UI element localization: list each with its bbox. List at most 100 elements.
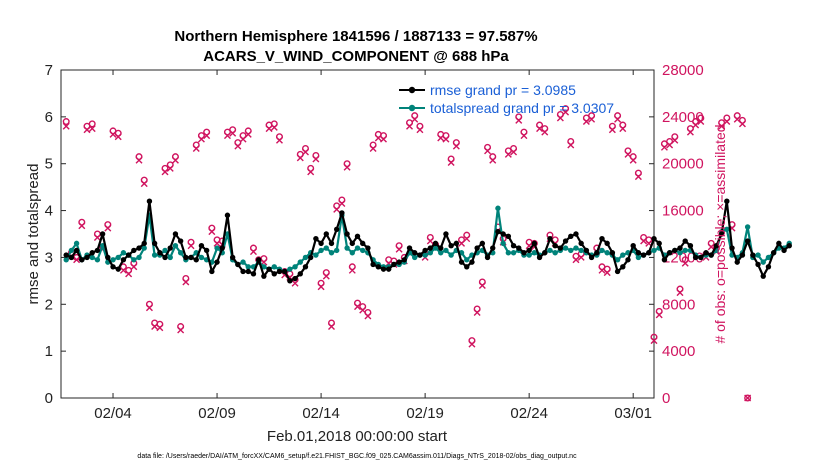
obs-assimilated-marker <box>104 224 112 232</box>
obs-assimilated-marker <box>536 125 544 133</box>
totalspread-point <box>510 250 517 256</box>
obs-assimilated-marker <box>416 126 424 134</box>
obs-assimilated-marker <box>145 304 153 312</box>
totalspread-point <box>765 254 772 261</box>
obs-assimilated-stroke <box>192 144 200 152</box>
rmse-point <box>188 254 194 261</box>
rmse-point <box>448 243 454 249</box>
totalspread-point <box>464 257 470 263</box>
legend-spread-label: totalspread grand pr = 3.0307 <box>430 100 614 116</box>
totalspread-point <box>547 247 553 254</box>
x-tick-label: 02/24 <box>510 405 548 422</box>
obs-assimilated-marker <box>187 242 195 250</box>
rmse-point <box>370 261 376 268</box>
obs-assimilated-marker <box>88 125 96 133</box>
y-left-tick-label: 7 <box>45 62 53 79</box>
rmse-point <box>354 233 361 240</box>
rmse-point <box>229 254 236 261</box>
obs-assimilated-marker <box>114 133 122 141</box>
y-right-tick-label: 16000 <box>662 203 704 220</box>
obs-assimilated-marker <box>291 279 299 287</box>
totalspread-point <box>677 250 683 256</box>
totalspread-point <box>136 254 142 261</box>
totalspread-point <box>438 250 444 256</box>
totalspread-point <box>443 247 449 254</box>
rmse-point <box>360 240 366 247</box>
rmse-point <box>235 261 241 268</box>
rmse-point <box>432 240 439 247</box>
obs-assimilated-marker <box>333 205 341 213</box>
obs-assimilated-marker <box>395 245 403 253</box>
totalspread-point <box>448 252 454 258</box>
x-tick-label: 02/04 <box>94 405 132 422</box>
obs-assimilated-marker <box>640 237 648 245</box>
obs-assimilated-marker <box>447 159 455 167</box>
y-axis-left-label: rmse and totalspread <box>25 164 42 305</box>
obs-assimilated-stroke <box>577 253 585 261</box>
rmse-point <box>386 266 392 272</box>
obs-assimilated-stroke <box>296 154 304 162</box>
obs-assimilated-stroke <box>468 340 476 348</box>
obs-possible-marker <box>62 118 70 126</box>
obs-assimilated-stroke <box>156 324 164 332</box>
obs-assimilated-marker <box>73 256 81 264</box>
rmse-point <box>464 264 470 270</box>
obs-assimilated-stroke <box>556 114 564 122</box>
rmse-point <box>271 271 277 277</box>
rmse-point <box>396 259 402 265</box>
rmse-point <box>401 257 408 263</box>
rmse-point <box>474 245 480 251</box>
obs-assimilated-stroke <box>707 243 715 251</box>
obs-assimilated-stroke <box>395 245 403 253</box>
obs-assimilated-stroke <box>223 132 231 140</box>
rmse-point <box>307 254 314 261</box>
totalspread-point <box>198 254 205 261</box>
obs-assimilated-stroke <box>603 269 611 277</box>
obs-assimilated-stroke <box>291 279 299 287</box>
rmse-point <box>479 240 486 247</box>
rmse-point <box>677 245 683 251</box>
totalspread-point <box>245 264 251 270</box>
obs-assimilated-stroke <box>234 142 242 150</box>
rmse-point <box>765 264 772 270</box>
rmse-point <box>739 252 746 258</box>
rmse-point <box>276 268 283 275</box>
obs-assimilated-marker <box>478 282 486 290</box>
rmse-point <box>120 257 127 263</box>
obs-assimilated-stroke <box>463 235 471 243</box>
obs-assimilated-marker <box>608 126 616 134</box>
obs-assimilated-marker <box>197 135 205 143</box>
obs-assimilated-marker <box>301 148 309 156</box>
obs-assimilated-marker <box>406 122 414 130</box>
obs-assimilated-stroke <box>478 282 486 290</box>
rmse-point <box>131 247 137 254</box>
obs-assimilated-stroke <box>473 308 481 316</box>
obs-assimilated-stroke <box>88 125 96 133</box>
obs-assimilated-marker <box>322 272 330 280</box>
rmse-point <box>281 268 288 275</box>
totalspread-point <box>313 252 319 258</box>
obs-assimilated-stroke <box>93 234 101 242</box>
obs-assimilated-stroke <box>744 394 752 402</box>
totalspread-point <box>505 250 512 256</box>
obs-assimilated-stroke <box>489 156 497 164</box>
obs-assimilated-marker <box>738 120 746 128</box>
obs-assimilated-stroke <box>109 130 117 138</box>
obs-assimilated-marker <box>723 118 731 126</box>
rmse-point <box>333 226 340 233</box>
obs-assimilated-marker <box>307 168 315 176</box>
obs-assimilated-marker <box>380 135 388 143</box>
rmse-point <box>656 240 662 247</box>
obs-assimilated-marker <box>135 156 143 164</box>
obs-assimilated-marker <box>582 118 590 126</box>
rmse-point <box>391 261 397 268</box>
obs-assimilated-marker <box>660 143 668 151</box>
y-axis-right-label: # of obs: o=possible; ×=assimilated <box>712 124 728 343</box>
totalspread-point <box>323 245 329 251</box>
rmse-point <box>125 252 132 258</box>
obs-assimilated-stroke <box>73 256 81 264</box>
obs-assimilated-marker <box>655 311 663 319</box>
obs-assimilated-stroke <box>510 148 518 156</box>
totalspread-point <box>328 250 335 256</box>
obs-assimilated-stroke <box>452 142 460 150</box>
